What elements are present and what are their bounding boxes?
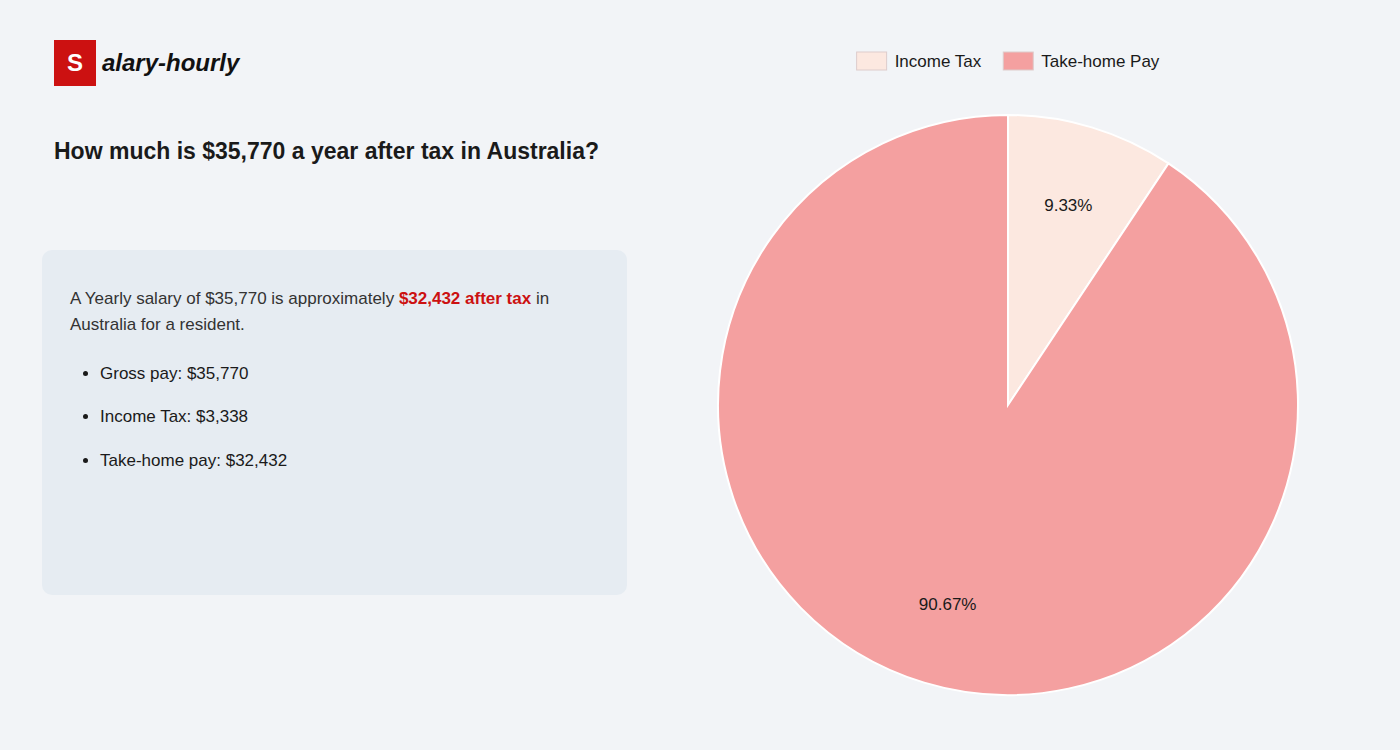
legend: Income Tax Take-home Pay (857, 52, 1160, 71)
title: How much is $35,770 a year after tax in … (54, 135, 614, 168)
pie-chart: 9.33% 90.67% Income Tax Take-home Pay (644, 0, 1372, 750)
summary-part: $32,432 after tax (399, 289, 531, 308)
legend-label: Income Tax (895, 52, 982, 71)
info-box: A Yearly salary of $35,770 is approximat… (42, 250, 627, 595)
legend-swatch (1003, 52, 1033, 70)
data-labels: 9.33% 90.67% (919, 196, 1093, 615)
logo-mark: S (54, 40, 96, 86)
bullet: Income Tax: $3,338 (100, 404, 601, 430)
text-panel: Salary-hourly How much is $35,770 a year … (28, 0, 628, 750)
bullet: Take-home pay: $32,432 (100, 448, 601, 474)
legend-item: Income Tax (857, 52, 982, 71)
data-label: 9.33% (1044, 196, 1092, 215)
data-label: 90.67% (919, 595, 977, 614)
legend-swatch (857, 52, 887, 70)
legend-label: Take-home Pay (1041, 52, 1160, 71)
bullet-list: Gross pay: $35,770 Income Tax: $3,338 Take… (70, 361, 601, 474)
summary-part: A Yearly salary of $35,770 is approximat… (70, 289, 399, 308)
summary-part: Australia for a resident. (70, 315, 245, 334)
bullet: Gross pay: $35,770 (100, 361, 601, 387)
logo: Salary-hourly (54, 40, 239, 86)
legend-item: Take-home Pay (1003, 52, 1160, 71)
wedges (718, 115, 1298, 695)
logo-text: alary-hourly (102, 49, 239, 77)
summary-part: in (531, 289, 549, 308)
wedge (718, 115, 1298, 695)
summary: A Yearly salary of $35,770 is approximat… (70, 286, 601, 339)
